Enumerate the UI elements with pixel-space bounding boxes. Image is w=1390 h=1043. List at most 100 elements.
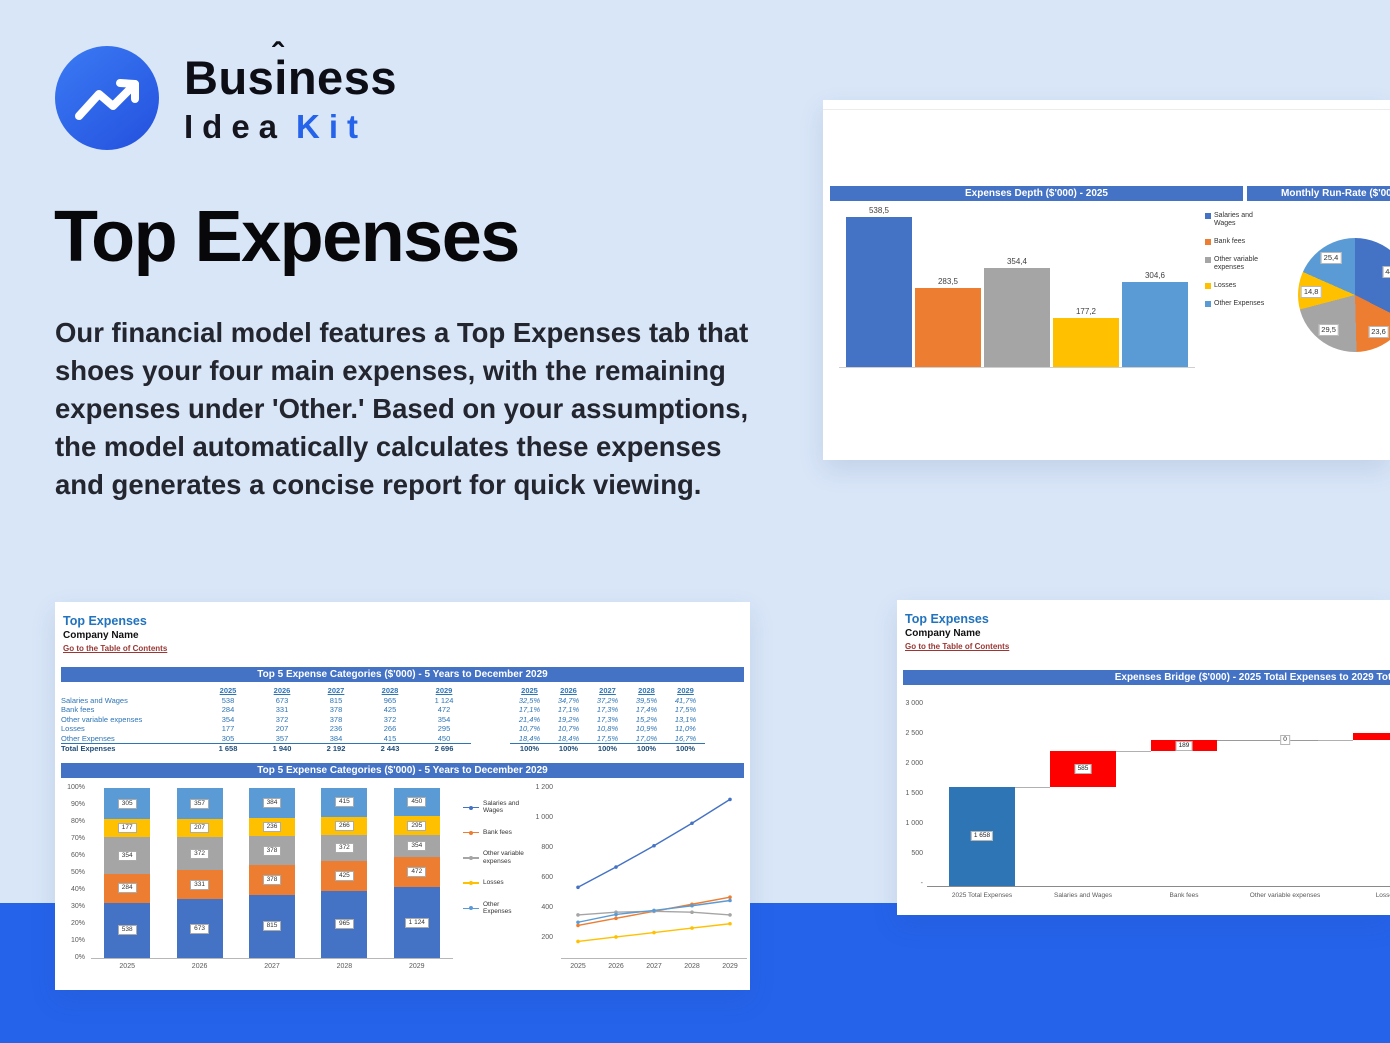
y-axis-tick-label: 40%: [70, 886, 85, 893]
segment-value-label: 378: [262, 875, 282, 886]
pie-slice-label: 25,4: [1320, 252, 1342, 265]
segment-value-label: 450: [407, 797, 427, 808]
line-chart-legend: Salaries and Wages Bank fees Other variabl…: [463, 800, 529, 916]
stacked-bar-segment: 372: [321, 835, 368, 862]
legend-item: Other Expenses: [1205, 300, 1267, 308]
stacked-bar-segment: 538: [104, 902, 151, 958]
segment-value-label: 372: [334, 843, 354, 854]
waterfall-connector: [1318, 740, 1353, 742]
data-point: [728, 913, 732, 917]
legend-item: Other variable expenses: [1205, 256, 1267, 272]
legend-marker: [463, 881, 479, 886]
stacked-bar-segment: 472: [393, 857, 440, 888]
top5-line-chart: 1 200 1 000 800 600 400 200 2025 2026 2027 2028 20…: [55, 602, 750, 990]
y-axis-tick-label: 20%: [70, 920, 85, 927]
stacked-bar-segment: 415: [321, 788, 368, 817]
legend-marker-dot: [469, 906, 473, 911]
line-series: [577, 798, 731, 888]
segment-value-label: 538: [117, 925, 137, 936]
brand-caret-mark: ˆ: [272, 36, 284, 75]
total-row: 100% 100% 100% 100% 100%: [510, 743, 705, 754]
table-row: Bank fees 284 331 378 425 472: [61, 705, 451, 714]
segment-value-label: 295: [407, 820, 427, 831]
y-axis-tick-label: 1 200: [535, 784, 553, 791]
line-series: [577, 923, 731, 943]
y-axis-tick-label: 60%: [70, 852, 85, 859]
data-point: [690, 902, 694, 907]
x-axis-line: [91, 958, 453, 959]
table-row: Losses 177 207 236 266 295: [61, 724, 451, 733]
y-axis-tick-label: 400: [541, 904, 553, 911]
legend-label: Other Expenses: [1214, 300, 1265, 308]
legend-item: Losses: [1205, 282, 1267, 290]
screenshot-expenses-depth: Expenses Depth ($'000) - 2025 Monthly Ru…: [823, 100, 1390, 460]
year-header-row: 2025 2026 2027 2028 2029: [521, 686, 694, 695]
y-axis-tick-label: 200: [541, 934, 553, 941]
segment-value-label: 372: [190, 848, 210, 859]
x-axis-tick-label: Other variable expenses: [1249, 892, 1321, 899]
x-axis-tick-label: 2027: [646, 963, 662, 970]
bar: [1053, 317, 1119, 367]
x-axis-tick-label: 2025 Total Expenses: [951, 892, 1013, 899]
segment-value-label: 673: [190, 923, 210, 934]
legend-label: Other variable expenses: [483, 850, 524, 865]
data-point: [690, 903, 694, 908]
legend-marker-dot: [469, 830, 473, 835]
bar-value-label: 304,6: [1144, 271, 1166, 281]
bar: [984, 268, 1050, 367]
data-point: [614, 865, 618, 869]
stacked-bar-segment: 965: [321, 890, 368, 958]
legend-marker: [463, 906, 479, 911]
screenshot-expenses-bridge: Top Expenses Company Name Go to the Tabl…: [897, 600, 1390, 915]
data-point: [614, 916, 618, 921]
legend-item: Losses: [463, 879, 529, 886]
bar-value-label: 585: [1074, 763, 1092, 774]
x-axis-tick-label: 2028: [684, 963, 700, 970]
y-axis-tick-label: 0%: [74, 954, 85, 961]
brand-subname: Idea Kit: [184, 110, 397, 143]
x-axis-tick-label: Losses: [1375, 892, 1390, 899]
table-row: 32,5% 34,7% 37,2% 39,5% 41,7%: [518, 695, 697, 705]
segment-value-label: 357: [190, 798, 210, 809]
top5-stacked-bar-chart: 100% 90% 80% 70% 60% 50% 40% 30% 20% 10% 0% 305 177 3…: [55, 602, 750, 990]
table-row: Other Expenses 305 357 384 415 450: [61, 733, 451, 743]
data-point: [576, 923, 580, 928]
legend-item: Bank fees: [1205, 238, 1267, 246]
legend-label: Bank fees: [1214, 238, 1246, 246]
brand-subname-accent: Kit: [296, 107, 368, 145]
waterfall-connector: [1116, 751, 1151, 753]
x-axis-tick-label: 2029: [722, 963, 738, 970]
segment-value-label: 425: [334, 871, 354, 882]
stacked-bar-segment: 450: [393, 788, 440, 817]
stacked-bar-segment: 284: [104, 873, 151, 903]
pie-slice-label: 23,6: [1368, 326, 1389, 339]
stacked-bar-segment: 425: [321, 861, 368, 891]
y-axis-tick-label: 100%: [67, 784, 85, 791]
sheet-title: Top Expenses: [63, 614, 147, 628]
stacked-bar-segment: 305: [104, 788, 151, 820]
legend-marker: [463, 830, 479, 835]
table-row: 21,4% 19,2% 17,3% 15,2% 13,1%: [518, 714, 697, 724]
line-chart-svg: [576, 797, 732, 944]
expense-percent-table: 2025 2026 2027 2028 2029 32,5% 34,7% 37,2% 39,5%…: [510, 686, 705, 754]
x-axis-tick-label: 2026: [191, 963, 208, 970]
segment-value-label: 331: [190, 879, 210, 890]
stacked-bar-segment: 378: [249, 865, 295, 895]
segment-value-label: 965: [334, 919, 354, 930]
legend-marker: [463, 855, 479, 860]
expenses-bridge-waterfall-chart: 3 000 2 500 2 000 1 500 1 000 500 - 1 658 585 189…: [897, 600, 1390, 915]
bar-chart-legend: Salaries and Wages Bank fees Other variabl…: [1205, 212, 1267, 308]
chart-header-expenses-depth: Expenses Depth ($'000) - 2025: [830, 186, 1243, 201]
legend-label: Bank fees: [483, 828, 512, 836]
legend-marker-dot: [469, 881, 473, 886]
stacked-bar-segment: 673: [176, 899, 223, 958]
legend-marker-dot: [469, 805, 473, 810]
bar-group: 304,6: [1122, 271, 1188, 367]
bar-value-label: 354,4: [1006, 257, 1028, 267]
segment-value-label: 305: [117, 798, 137, 809]
year-header-row: 2025 2026 2027 2028 2029: [219, 686, 453, 695]
x-axis-tick-label: 2026: [608, 963, 624, 970]
data-point: [576, 913, 580, 917]
legend-swatch: [1205, 213, 1211, 219]
